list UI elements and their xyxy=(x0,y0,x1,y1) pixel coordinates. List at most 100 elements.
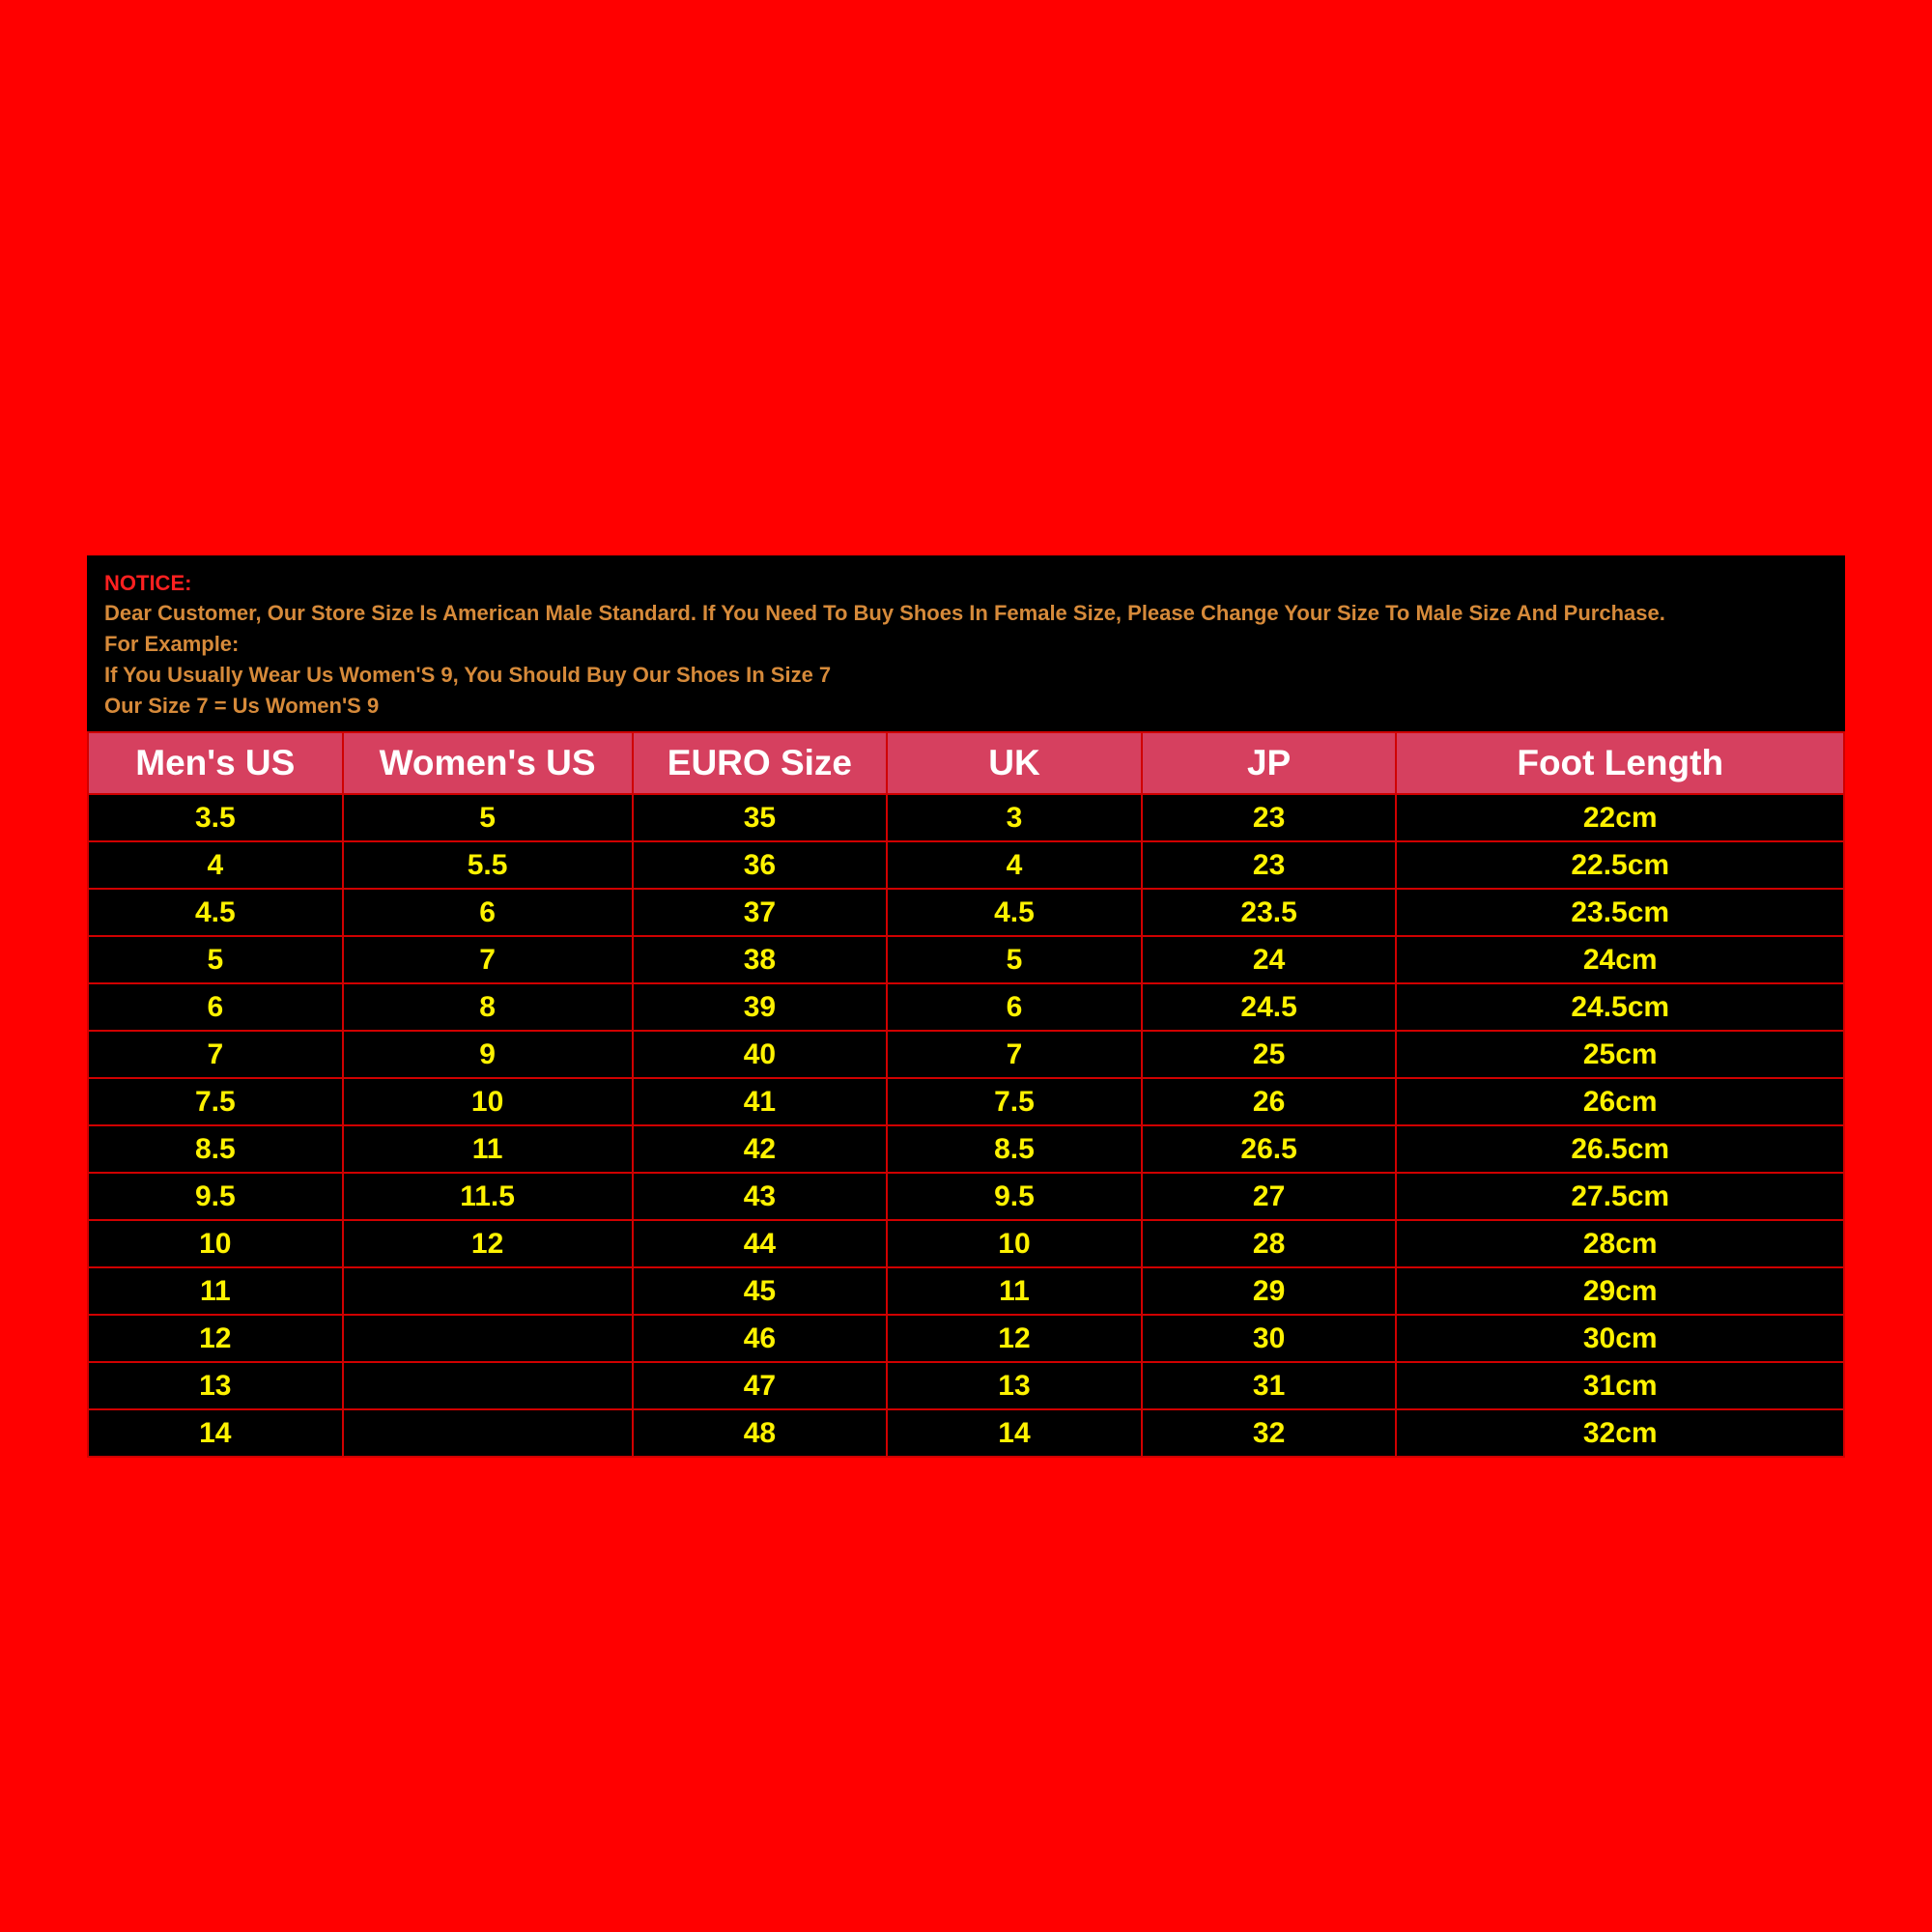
table-cell: 35 xyxy=(633,794,888,841)
table-cell: 46 xyxy=(633,1315,888,1362)
table-row: 1448143232cm xyxy=(88,1409,1844,1457)
table-cell: 12 xyxy=(88,1315,343,1362)
table-cell: 24.5cm xyxy=(1396,983,1844,1031)
table-cell: 23 xyxy=(1142,794,1397,841)
table-cell: 28 xyxy=(1142,1220,1397,1267)
table-cell: 29cm xyxy=(1396,1267,1844,1315)
table-row: 7.510417.52626cm xyxy=(88,1078,1844,1125)
table-cell: 40 xyxy=(633,1031,888,1078)
table-cell: 27 xyxy=(1142,1173,1397,1220)
table-cell: 11 xyxy=(343,1125,633,1173)
table-cell: 6 xyxy=(887,983,1142,1031)
table-cell: 47 xyxy=(633,1362,888,1409)
table-cell: 4.5 xyxy=(887,889,1142,936)
table-cell: 3 xyxy=(887,794,1142,841)
table-cell: 36 xyxy=(633,841,888,889)
table-cell: 45 xyxy=(633,1267,888,1315)
table-row: 101244102828cm xyxy=(88,1220,1844,1267)
table-cell: 10 xyxy=(887,1220,1142,1267)
table-cell: 41 xyxy=(633,1078,888,1125)
col-euro-size: EURO Size xyxy=(633,732,888,794)
table-cell: 26 xyxy=(1142,1078,1397,1125)
table-cell: 26.5 xyxy=(1142,1125,1397,1173)
table-cell: 28cm xyxy=(1396,1220,1844,1267)
table-row: 8.511428.526.526.5cm xyxy=(88,1125,1844,1173)
table-cell: 7 xyxy=(887,1031,1142,1078)
table-cell: 14 xyxy=(887,1409,1142,1457)
table-cell: 13 xyxy=(88,1362,343,1409)
table-cell: 5 xyxy=(343,794,633,841)
table-cell: 24cm xyxy=(1396,936,1844,983)
table-row: 1246123030cm xyxy=(88,1315,1844,1362)
table-cell: 5 xyxy=(88,936,343,983)
table-cell: 7.5 xyxy=(88,1078,343,1125)
table-cell: 4 xyxy=(887,841,1142,889)
table-row: 9.511.5439.52727.5cm xyxy=(88,1173,1844,1220)
table-cell: 12 xyxy=(887,1315,1142,1362)
table-cell: 12 xyxy=(343,1220,633,1267)
notice-line-4: Our Size 7 = Us Women'S 9 xyxy=(104,691,1828,722)
table-cell: 5 xyxy=(887,936,1142,983)
table-cell: 10 xyxy=(343,1078,633,1125)
table-cell: 9 xyxy=(343,1031,633,1078)
notice-line-3: If You Usually Wear Us Women'S 9, You Sh… xyxy=(104,660,1828,691)
table-cell: 7 xyxy=(343,936,633,983)
table-cell: 5.5 xyxy=(343,841,633,889)
table-cell: 48 xyxy=(633,1409,888,1457)
col-uk: UK xyxy=(887,732,1142,794)
table-cell xyxy=(343,1267,633,1315)
table-cell: 25cm xyxy=(1396,1031,1844,1078)
table-row: 573852424cm xyxy=(88,936,1844,983)
table-row: 4.56374.523.523.5cm xyxy=(88,889,1844,936)
table-cell: 11 xyxy=(88,1267,343,1315)
table-cell: 9.5 xyxy=(88,1173,343,1220)
table-cell: 23.5cm xyxy=(1396,889,1844,936)
size-chart-table: Men's US Women's US EURO Size UK JP Foot… xyxy=(87,731,1845,1458)
notice-title: NOTICE: xyxy=(104,569,1828,598)
table-cell: 30cm xyxy=(1396,1315,1844,1362)
table-cell: 11.5 xyxy=(343,1173,633,1220)
col-womens-us: Women's US xyxy=(343,732,633,794)
size-chart-panel: NOTICE: Dear Customer, Our Store Size Is… xyxy=(87,555,1845,1454)
table-cell: 42 xyxy=(633,1125,888,1173)
table-cell: 44 xyxy=(633,1220,888,1267)
table-cell: 32 xyxy=(1142,1409,1397,1457)
table-header: Men's US Women's US EURO Size UK JP Foot… xyxy=(88,732,1844,794)
table-cell xyxy=(343,1362,633,1409)
table-cell: 31cm xyxy=(1396,1362,1844,1409)
table-cell: 25 xyxy=(1142,1031,1397,1078)
table-cell: 39 xyxy=(633,983,888,1031)
table-row: 1347133131cm xyxy=(88,1362,1844,1409)
table-cell: 30 xyxy=(1142,1315,1397,1362)
table-body: 3.553532322cm45.53642322.5cm4.56374.523.… xyxy=(88,794,1844,1457)
table-cell: 23 xyxy=(1142,841,1397,889)
table-cell xyxy=(343,1409,633,1457)
table-cell: 22cm xyxy=(1396,794,1844,841)
table-cell: 29 xyxy=(1142,1267,1397,1315)
table-cell: 24 xyxy=(1142,936,1397,983)
table-cell: 11 xyxy=(887,1267,1142,1315)
table-row: 794072525cm xyxy=(88,1031,1844,1078)
table-row: 3.553532322cm xyxy=(88,794,1844,841)
table-cell: 6 xyxy=(343,889,633,936)
table-cell: 4.5 xyxy=(88,889,343,936)
table-row: 1145112929cm xyxy=(88,1267,1844,1315)
table-cell: 8.5 xyxy=(88,1125,343,1173)
table-cell: 8 xyxy=(343,983,633,1031)
table-cell: 3.5 xyxy=(88,794,343,841)
table-cell: 7.5 xyxy=(887,1078,1142,1125)
table-cell: 8.5 xyxy=(887,1125,1142,1173)
table-cell: 6 xyxy=(88,983,343,1031)
table-cell: 38 xyxy=(633,936,888,983)
table-cell xyxy=(343,1315,633,1362)
table-cell: 14 xyxy=(88,1409,343,1457)
table-cell: 10 xyxy=(88,1220,343,1267)
table-row: 45.53642322.5cm xyxy=(88,841,1844,889)
col-jp: JP xyxy=(1142,732,1397,794)
table-cell: 26cm xyxy=(1396,1078,1844,1125)
table-cell: 24.5 xyxy=(1142,983,1397,1031)
notice-line-2: For Example: xyxy=(104,629,1828,660)
table-cell: 9.5 xyxy=(887,1173,1142,1220)
notice-block: NOTICE: Dear Customer, Our Store Size Is… xyxy=(87,555,1845,731)
table-cell: 27.5cm xyxy=(1396,1173,1844,1220)
